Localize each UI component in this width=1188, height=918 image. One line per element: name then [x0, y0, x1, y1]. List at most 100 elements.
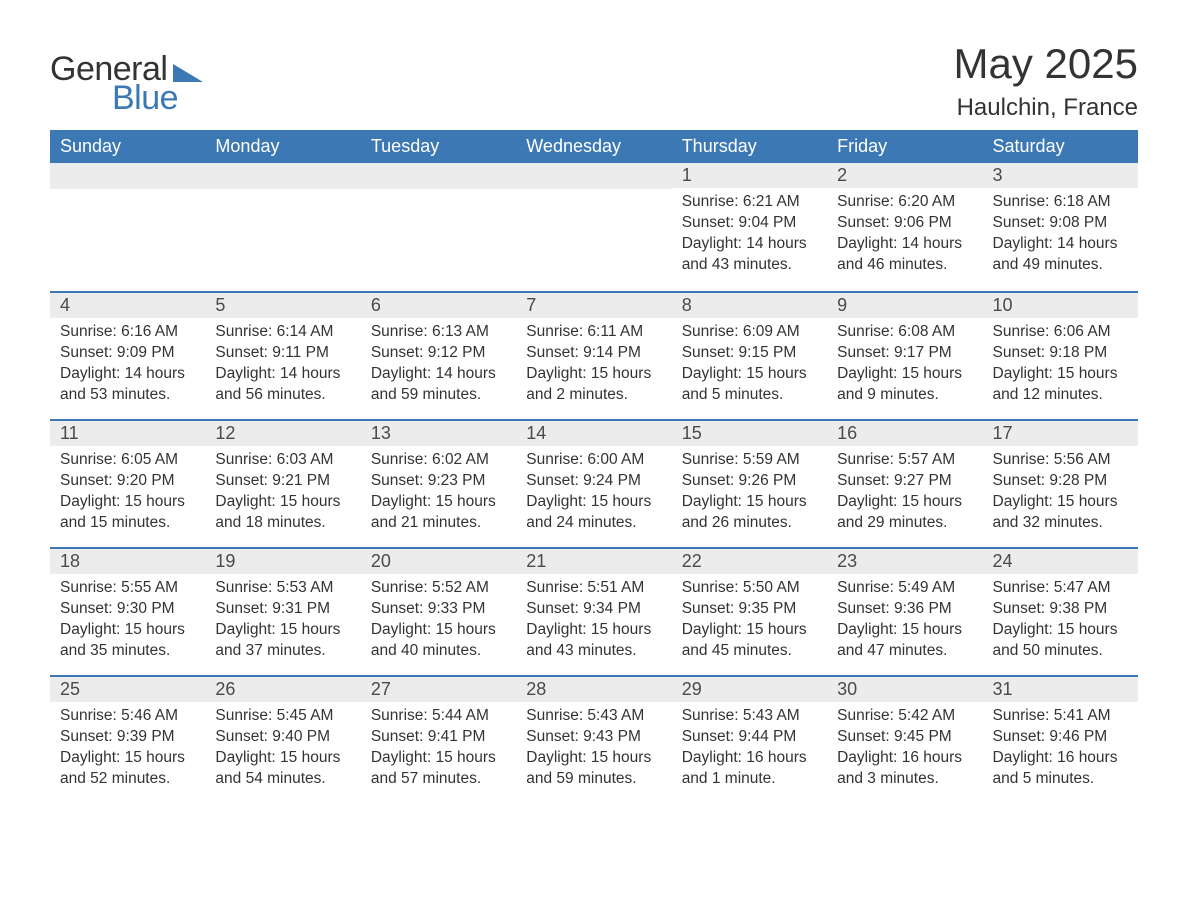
calendar-cell: 4Sunrise: 6:16 AMSunset: 9:09 PMDaylight…: [50, 291, 205, 419]
sunset-line: Sunset: 9:12 PM: [371, 343, 506, 364]
title-block: May 2025 Haulchin, France: [954, 40, 1138, 122]
day-number: 26: [205, 675, 360, 702]
weekday-header: Sunday: [50, 130, 205, 163]
sunset-line: Sunset: 9:08 PM: [993, 213, 1128, 234]
calendar-cell: 24Sunrise: 5:47 AMSunset: 9:38 PMDayligh…: [983, 547, 1138, 675]
sunrise-line: Sunrise: 5:45 AM: [215, 706, 350, 727]
sunrise-line: Sunrise: 6:03 AM: [215, 450, 350, 471]
sunset-line: Sunset: 9:27 PM: [837, 471, 972, 492]
day-number: 14: [516, 419, 671, 446]
daylight-line: Daylight: 15 hours and 37 minutes.: [215, 620, 350, 662]
calendar-week-row: 4Sunrise: 6:16 AMSunset: 9:09 PMDaylight…: [50, 291, 1138, 419]
weekday-header: Tuesday: [361, 130, 516, 163]
calendar-cell: [205, 163, 360, 291]
daylight-line: Daylight: 15 hours and 18 minutes.: [215, 492, 350, 534]
day-details: Sunrise: 6:08 AMSunset: 9:17 PMDaylight:…: [827, 318, 982, 414]
sunset-line: Sunset: 9:04 PM: [682, 213, 817, 234]
daylight-line: Daylight: 15 hours and 15 minutes.: [60, 492, 195, 534]
day-number: 10: [983, 291, 1138, 318]
sunrise-line: Sunrise: 5:43 AM: [682, 706, 817, 727]
daylight-line: Daylight: 15 hours and 54 minutes.: [215, 748, 350, 790]
daylight-line: Daylight: 15 hours and 9 minutes.: [837, 364, 972, 406]
day-details: Sunrise: 6:11 AMSunset: 9:14 PMDaylight:…: [516, 318, 671, 414]
day-details: Sunrise: 6:05 AMSunset: 9:20 PMDaylight:…: [50, 446, 205, 542]
calendar-cell: 7Sunrise: 6:11 AMSunset: 9:14 PMDaylight…: [516, 291, 671, 419]
day-number: 2: [827, 163, 982, 188]
daylight-line: Daylight: 14 hours and 56 minutes.: [215, 364, 350, 406]
calendar-week-row: 11Sunrise: 6:05 AMSunset: 9:20 PMDayligh…: [50, 419, 1138, 547]
day-number: 24: [983, 547, 1138, 574]
calendar-cell: 16Sunrise: 5:57 AMSunset: 9:27 PMDayligh…: [827, 419, 982, 547]
sunset-line: Sunset: 9:43 PM: [526, 727, 661, 748]
sunset-line: Sunset: 9:21 PM: [215, 471, 350, 492]
daylight-line: Daylight: 15 hours and 35 minutes.: [60, 620, 195, 662]
day-number: 27: [361, 675, 516, 702]
weekday-header: Saturday: [983, 130, 1138, 163]
day-number: 5: [205, 291, 360, 318]
day-details: Sunrise: 6:00 AMSunset: 9:24 PMDaylight:…: [516, 446, 671, 542]
calendar-cell: 11Sunrise: 6:05 AMSunset: 9:20 PMDayligh…: [50, 419, 205, 547]
sunset-line: Sunset: 9:38 PM: [993, 599, 1128, 620]
calendar-cell: 2Sunrise: 6:20 AMSunset: 9:06 PMDaylight…: [827, 163, 982, 291]
day-details: Sunrise: 6:03 AMSunset: 9:21 PMDaylight:…: [205, 446, 360, 542]
sunrise-line: Sunrise: 5:55 AM: [60, 578, 195, 599]
sunrise-line: Sunrise: 6:18 AM: [993, 192, 1128, 213]
sunset-line: Sunset: 9:26 PM: [682, 471, 817, 492]
sunrise-line: Sunrise: 5:43 AM: [526, 706, 661, 727]
sunset-line: Sunset: 9:23 PM: [371, 471, 506, 492]
calendar-cell: 20Sunrise: 5:52 AMSunset: 9:33 PMDayligh…: [361, 547, 516, 675]
day-details: Sunrise: 5:56 AMSunset: 9:28 PMDaylight:…: [983, 446, 1138, 542]
day-details: Sunrise: 5:49 AMSunset: 9:36 PMDaylight:…: [827, 574, 982, 670]
daylight-line: Daylight: 14 hours and 53 minutes.: [60, 364, 195, 406]
weekday-header: Wednesday: [516, 130, 671, 163]
day-details: Sunrise: 6:20 AMSunset: 9:06 PMDaylight:…: [827, 188, 982, 284]
sunset-line: Sunset: 9:45 PM: [837, 727, 972, 748]
daylight-line: Daylight: 15 hours and 24 minutes.: [526, 492, 661, 534]
calendar-cell: 9Sunrise: 6:08 AMSunset: 9:17 PMDaylight…: [827, 291, 982, 419]
day-details: Sunrise: 5:50 AMSunset: 9:35 PMDaylight:…: [672, 574, 827, 670]
sunrise-line: Sunrise: 6:11 AM: [526, 322, 661, 343]
day-details: Sunrise: 6:14 AMSunset: 9:11 PMDaylight:…: [205, 318, 360, 414]
calendar-cell: 21Sunrise: 5:51 AMSunset: 9:34 PMDayligh…: [516, 547, 671, 675]
location: Haulchin, France: [954, 94, 1138, 122]
sunrise-line: Sunrise: 6:05 AM: [60, 450, 195, 471]
weekday-header-row: Sunday Monday Tuesday Wednesday Thursday…: [50, 130, 1138, 163]
calendar-cell: 27Sunrise: 5:44 AMSunset: 9:41 PMDayligh…: [361, 675, 516, 803]
day-number: 6: [361, 291, 516, 318]
daylight-line: Daylight: 15 hours and 57 minutes.: [371, 748, 506, 790]
sunset-line: Sunset: 9:24 PM: [526, 471, 661, 492]
calendar-cell: 14Sunrise: 6:00 AMSunset: 9:24 PMDayligh…: [516, 419, 671, 547]
sunrise-line: Sunrise: 5:49 AM: [837, 578, 972, 599]
daylight-line: Daylight: 14 hours and 43 minutes.: [682, 234, 817, 276]
day-number: 8: [672, 291, 827, 318]
sunset-line: Sunset: 9:33 PM: [371, 599, 506, 620]
day-number: 20: [361, 547, 516, 574]
sunrise-line: Sunrise: 5:42 AM: [837, 706, 972, 727]
day-number: 17: [983, 419, 1138, 446]
day-number: 4: [50, 291, 205, 318]
day-details: Sunrise: 5:42 AMSunset: 9:45 PMDaylight:…: [827, 702, 982, 798]
day-number: 23: [827, 547, 982, 574]
day-details: Sunrise: 5:53 AMSunset: 9:31 PMDaylight:…: [205, 574, 360, 670]
sunset-line: Sunset: 9:09 PM: [60, 343, 195, 364]
day-details: Sunrise: 5:43 AMSunset: 9:44 PMDaylight:…: [672, 702, 827, 798]
calendar-week-row: 18Sunrise: 5:55 AMSunset: 9:30 PMDayligh…: [50, 547, 1138, 675]
day-number: 15: [672, 419, 827, 446]
empty-day-header: [361, 163, 516, 189]
empty-day-header: [50, 163, 205, 189]
daylight-line: Daylight: 14 hours and 46 minutes.: [837, 234, 972, 276]
calendar-cell: 6Sunrise: 6:13 AMSunset: 9:12 PMDaylight…: [361, 291, 516, 419]
calendar-cell: 25Sunrise: 5:46 AMSunset: 9:39 PMDayligh…: [50, 675, 205, 803]
day-number: 22: [672, 547, 827, 574]
daylight-line: Daylight: 15 hours and 52 minutes.: [60, 748, 195, 790]
day-number: 21: [516, 547, 671, 574]
day-details: Sunrise: 5:47 AMSunset: 9:38 PMDaylight:…: [983, 574, 1138, 670]
sunset-line: Sunset: 9:44 PM: [682, 727, 817, 748]
month-title: May 2025: [954, 40, 1138, 88]
calendar-cell: 29Sunrise: 5:43 AMSunset: 9:44 PMDayligh…: [672, 675, 827, 803]
sunrise-line: Sunrise: 6:09 AM: [682, 322, 817, 343]
daylight-line: Daylight: 15 hours and 50 minutes.: [993, 620, 1128, 662]
day-details: Sunrise: 5:59 AMSunset: 9:26 PMDaylight:…: [672, 446, 827, 542]
sunset-line: Sunset: 9:28 PM: [993, 471, 1128, 492]
daylight-line: Daylight: 15 hours and 12 minutes.: [993, 364, 1128, 406]
